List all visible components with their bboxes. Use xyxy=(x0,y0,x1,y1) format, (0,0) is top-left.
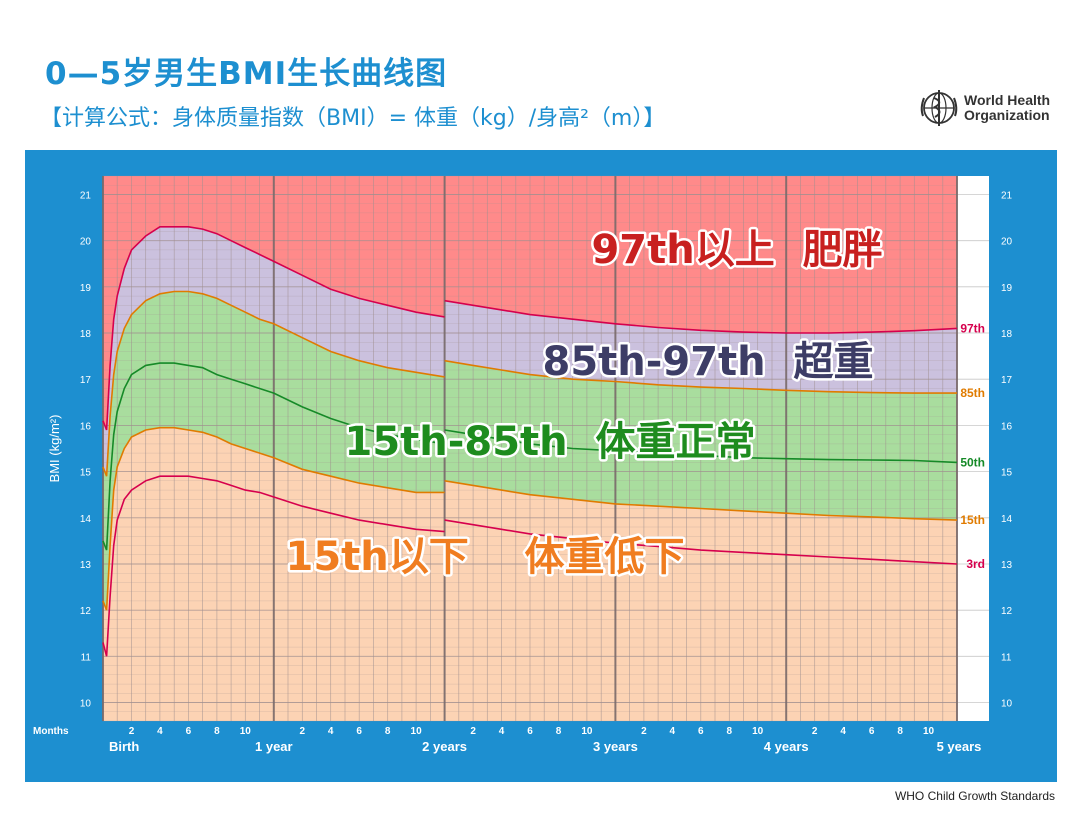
month-tick-label: 8 xyxy=(385,726,391,737)
zone-label-2: 85th-97th 超重 xyxy=(543,339,874,385)
bmi-chart: 97th 85th 50th 15th 3rd 10 10 11 11 12 12 13 13 14 14 1… xyxy=(25,150,1057,782)
curve-3rd-part2 xyxy=(444,519,958,565)
series-label-15th: 15th xyxy=(960,513,985,527)
curve-85th-part2 xyxy=(444,359,957,394)
curve-50th-part1 xyxy=(102,362,445,551)
year-label: 5 years xyxy=(937,739,982,754)
month-tick-label: 4 xyxy=(670,726,676,737)
y-tick-label-right: 21 xyxy=(1001,191,1013,202)
series-label-97th: 97th xyxy=(960,321,985,335)
month-tick-label: 6 xyxy=(186,726,192,737)
who-logo: World Health Organization xyxy=(918,88,1050,128)
year-label: 1 year xyxy=(255,739,293,754)
y-tick-label-right: 13 xyxy=(1001,560,1013,571)
curve-15th-part2 xyxy=(444,480,958,521)
y-tick-label-left: 21 xyxy=(80,191,92,202)
month-tick-label: 2 xyxy=(129,726,135,737)
footer-source: WHO Child Growth Standards xyxy=(894,789,1055,803)
month-tick-label: 10 xyxy=(581,726,593,737)
month-tick-label: 4 xyxy=(840,726,846,737)
y-tick-label-right: 16 xyxy=(1001,421,1013,432)
y-tick-label-left: 18 xyxy=(80,329,92,340)
year-label: Birth xyxy=(109,739,139,754)
year-label: 3 years xyxy=(593,739,638,754)
y-tick-label-right: 12 xyxy=(1001,606,1013,617)
month-tick-label: 10 xyxy=(240,726,252,737)
y-tick-label-left: 14 xyxy=(80,514,92,525)
series-label-85th: 85th xyxy=(960,386,985,400)
month-tick-label: 6 xyxy=(527,726,533,737)
curve-15th-part1 xyxy=(102,426,445,611)
month-tick-label: 8 xyxy=(214,726,220,737)
who-emblem-icon xyxy=(920,90,958,126)
curve-85th-part1 xyxy=(102,290,445,477)
y-tick-label-left: 17 xyxy=(80,375,92,386)
y-tick-label-right: 11 xyxy=(1001,652,1012,663)
year-label: 2 years xyxy=(422,739,467,754)
zone-label-3: 15th-85th 体重正常 xyxy=(345,419,756,465)
y-tick-label-right: 14 xyxy=(1001,514,1013,525)
month-tick-label: 10 xyxy=(923,726,935,737)
zone-label-4: 15th以下 体重低下 xyxy=(286,534,685,580)
right-label-strip xyxy=(957,176,989,721)
x-axis-title: Months xyxy=(33,726,69,737)
who-line1: World Health xyxy=(964,92,1051,108)
y-tick-label-left: 16 xyxy=(80,421,92,432)
page-title: 0—5岁男生BMI生长曲线图 xyxy=(45,56,448,92)
series-label-50th: 50th xyxy=(960,455,985,469)
month-tick-label: 4 xyxy=(328,726,334,737)
y-tick-label-left: 11 xyxy=(81,652,92,663)
month-tick-label: 8 xyxy=(556,726,562,737)
month-tick-label: 10 xyxy=(411,726,423,737)
month-tick-label: 8 xyxy=(897,726,903,737)
series-label-3rd: 3rd xyxy=(966,557,985,571)
month-tick-label: 8 xyxy=(727,726,733,737)
y-tick-label-right: 10 xyxy=(1001,699,1013,710)
y-tick-label-right: 15 xyxy=(1001,468,1013,479)
curve-3rd-part1 xyxy=(102,475,445,657)
who-wordmark: World Health Organization xyxy=(964,93,1050,123)
month-tick-label: 4 xyxy=(499,726,505,737)
month-tick-label: 6 xyxy=(356,726,362,737)
month-tick-label: 4 xyxy=(157,726,163,737)
y-axis-title: BMI (kg/m²) xyxy=(47,415,62,483)
bmi-formula: 【计算公式：身体质量指数（BMI）= 体重（kg）/身高²（m）】 xyxy=(40,106,666,131)
month-tick-label: 10 xyxy=(752,726,764,737)
who-line2: Organization xyxy=(964,107,1050,123)
month-tick-label: 6 xyxy=(698,726,704,737)
y-tick-label-left: 10 xyxy=(80,699,92,710)
curve-97th-part1 xyxy=(102,226,445,431)
curve-97th-part2 xyxy=(444,299,958,334)
curve-50th-part2 xyxy=(444,429,958,464)
month-tick-label: 6 xyxy=(869,726,875,737)
y-tick-label-left: 15 xyxy=(80,468,92,479)
y-tick-label-right: 17 xyxy=(1001,375,1013,386)
y-tick-label-left: 20 xyxy=(80,237,92,248)
month-tick-label: 2 xyxy=(812,726,818,737)
y-tick-label-left: 19 xyxy=(80,283,92,294)
y-tick-label-right: 19 xyxy=(1001,283,1013,294)
month-tick-label: 2 xyxy=(641,726,647,737)
y-tick-label-left: 12 xyxy=(80,606,92,617)
y-tick-label-left: 13 xyxy=(80,560,92,571)
month-tick-label: 2 xyxy=(300,726,306,737)
month-tick-label: 2 xyxy=(470,726,476,737)
y-tick-label-right: 18 xyxy=(1001,329,1013,340)
zone-label-1: 97th以上 肥胖 xyxy=(591,227,882,273)
year-label: 4 years xyxy=(764,739,809,754)
y-tick-label-right: 20 xyxy=(1001,237,1013,248)
